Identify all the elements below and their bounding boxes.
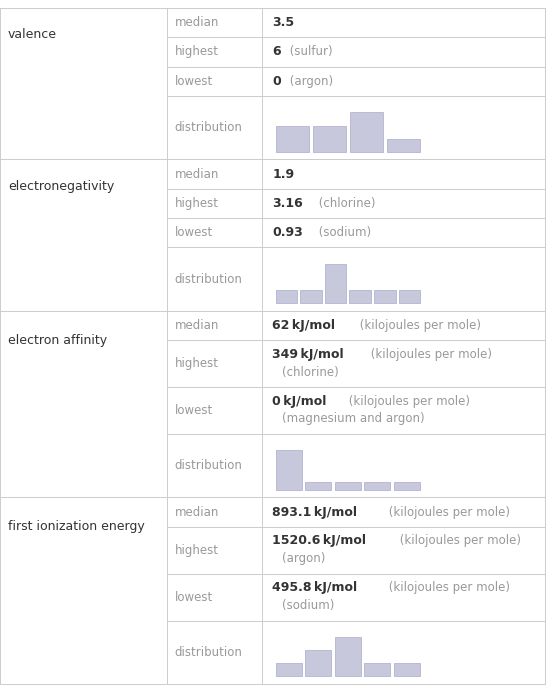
Bar [305,482,331,490]
Text: lowest: lowest [175,590,213,603]
Text: (kilojoules per mole): (kilojoules per mole) [357,319,482,332]
Text: (argon): (argon) [286,75,334,88]
Text: 6: 6 [272,45,281,58]
Text: 62 kJ/mol: 62 kJ/mol [272,319,335,332]
Text: 893.1 kJ/mol: 893.1 kJ/mol [272,506,357,519]
Text: highest: highest [175,45,218,58]
Text: first ionization energy: first ionization energy [8,520,145,533]
Bar [276,125,309,152]
Text: lowest: lowest [175,75,213,88]
Text: (kilojoules per mole): (kilojoules per mole) [385,581,510,594]
Text: (sulfur): (sulfur) [286,45,333,58]
Text: lowest: lowest [175,226,213,239]
Text: 0.93: 0.93 [272,226,303,239]
Text: distribution: distribution [175,272,242,286]
Text: distribution: distribution [175,646,242,658]
Bar [394,663,420,676]
Text: (chlorine): (chlorine) [282,365,339,378]
Text: 3.16: 3.16 [272,197,303,210]
Text: (magnesium and argon): (magnesium and argon) [282,412,425,425]
Bar [364,663,390,676]
Text: median: median [175,506,219,519]
Bar [276,290,297,303]
Text: 0 kJ/mol: 0 kJ/mol [272,395,327,407]
Bar [335,637,361,676]
Bar [300,290,322,303]
Text: electronegativity: electronegativity [8,180,114,193]
Bar [350,112,383,152]
Text: 3.5: 3.5 [272,16,294,29]
Bar [387,139,419,152]
Text: valence: valence [8,28,57,41]
Bar [364,482,390,490]
Text: 1.9: 1.9 [272,168,294,180]
Bar [276,451,302,490]
Bar [335,482,361,490]
Bar [276,663,302,676]
Text: (sodium): (sodium) [314,226,371,239]
Text: distribution: distribution [175,121,242,134]
Text: highest: highest [175,197,218,210]
Text: (chlorine): (chlorine) [314,197,375,210]
Text: highest: highest [175,357,218,370]
Text: electron affinity: electron affinity [8,334,107,347]
Text: (kilojoules per mole): (kilojoules per mole) [367,347,492,361]
Bar [399,290,420,303]
Bar [313,125,346,152]
Bar [374,290,396,303]
Bar [349,290,371,303]
Bar [325,264,346,303]
Text: 1520.6 kJ/mol: 1520.6 kJ/mol [272,535,366,547]
Text: 495.8 kJ/mol: 495.8 kJ/mol [272,581,357,594]
Text: median: median [175,16,219,29]
Text: (kilojoules per mole): (kilojoules per mole) [345,395,470,407]
Text: (kilojoules per mole): (kilojoules per mole) [396,535,521,547]
Text: distribution: distribution [175,459,242,472]
Text: 349 kJ/mol: 349 kJ/mol [272,347,343,361]
Text: (sodium): (sodium) [282,599,335,612]
Text: 0: 0 [272,75,281,88]
Text: lowest: lowest [175,404,213,417]
Text: median: median [175,168,219,180]
Text: (kilojoules per mole): (kilojoules per mole) [385,506,510,519]
Text: (argon): (argon) [282,552,325,565]
Bar [305,650,331,676]
Bar [394,482,420,490]
Text: highest: highest [175,544,218,557]
Text: median: median [175,319,219,332]
